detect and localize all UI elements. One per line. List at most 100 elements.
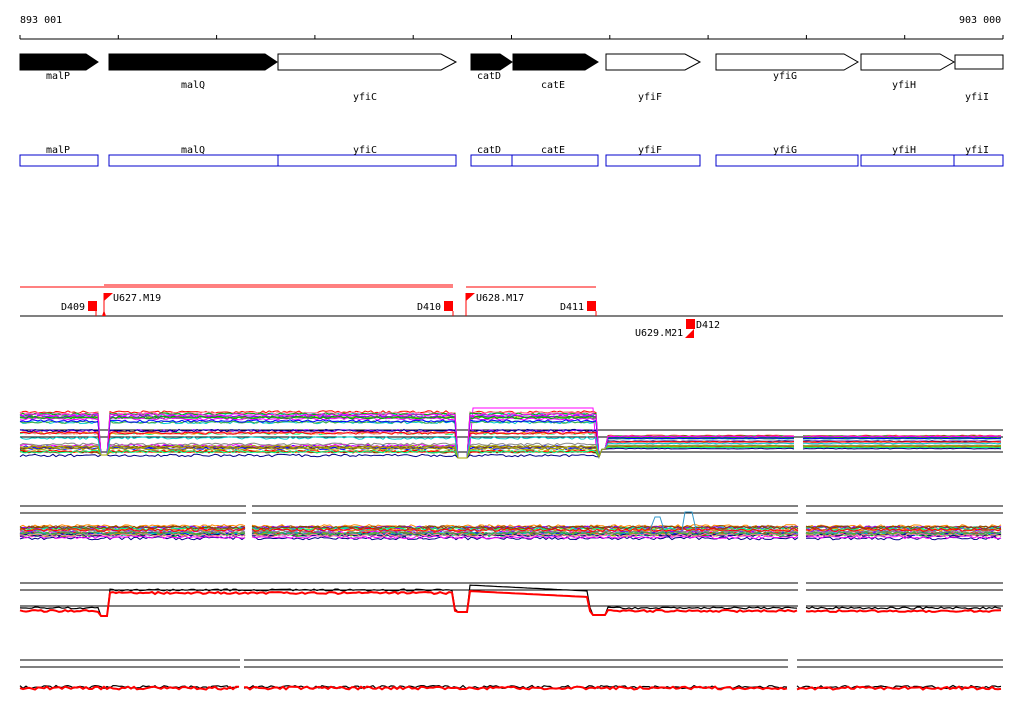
gene-label: malQ xyxy=(181,80,205,91)
gene-arrow-yfiG[interactable]: yfiG xyxy=(715,53,860,82)
expression-line xyxy=(19,415,795,459)
expression-line xyxy=(803,446,1002,449)
gene-box xyxy=(470,154,513,167)
gene-box-label: yfiH xyxy=(892,145,916,156)
gene-box xyxy=(860,154,955,167)
feature-marker xyxy=(88,301,97,311)
expression-peak xyxy=(649,516,665,531)
expression-line xyxy=(805,606,1002,610)
expression-line xyxy=(19,535,246,540)
expression-line xyxy=(19,527,246,532)
expression-line xyxy=(19,431,795,459)
gene-label: yfiG xyxy=(773,71,797,82)
gene-box-catE[interactable]: catE xyxy=(511,145,599,167)
feature-D410[interactable]: D410 xyxy=(417,301,454,316)
start-coordinate: 893 001 xyxy=(20,15,62,26)
gene-arrow-yfiH[interactable]: yfiH xyxy=(860,53,956,91)
feature-track: D409 U627.M19 D410 U628.M17 D41 xyxy=(20,284,1003,339)
gene-box xyxy=(19,154,99,167)
gene-arrow-yfiF[interactable]: yfiF xyxy=(605,53,702,103)
expression-line xyxy=(19,446,795,459)
expression-tracks xyxy=(19,407,1003,691)
expression-line xyxy=(806,535,1002,540)
feature-D411[interactable]: D411 xyxy=(560,301,597,316)
feature-marker xyxy=(444,301,453,311)
gene-arrow-malP[interactable]: malP xyxy=(19,53,99,82)
expression-line xyxy=(19,531,246,536)
gene-arrow-shape xyxy=(605,53,702,71)
feature-marker xyxy=(587,301,596,311)
feature-flag xyxy=(685,329,694,338)
feature-U627.M19[interactable]: U627.M19 xyxy=(102,293,161,316)
gene-box-catD[interactable]: catD xyxy=(470,145,513,167)
gene-label: yfiI xyxy=(965,92,989,103)
expression-line xyxy=(251,527,799,533)
gene-arrow-yfiC[interactable]: yfiC xyxy=(277,53,458,103)
expression-line xyxy=(19,419,795,459)
feature-label: U627.M19 xyxy=(113,293,161,304)
feature-D412[interactable]: D412 xyxy=(686,319,720,331)
feature-label: D412 xyxy=(696,320,720,331)
feature-label: D410 xyxy=(417,302,441,313)
expression-line xyxy=(796,685,1002,691)
gene-label: malP xyxy=(46,71,70,82)
feature-U629.M21[interactable]: U629.M21 xyxy=(635,328,694,339)
gene-label: catE xyxy=(541,80,565,91)
gene-box xyxy=(605,154,701,167)
expression-line xyxy=(19,444,795,459)
expression-line xyxy=(803,442,1002,445)
gene-box-malQ[interactable]: malQ xyxy=(108,145,279,167)
expression-line xyxy=(805,527,1002,532)
gene-label: yfiH xyxy=(892,80,916,91)
gene-box-label: yfiC xyxy=(353,145,377,156)
gene-box-yfiH[interactable]: yfiH xyxy=(860,145,955,167)
feature-label: U628.M17 xyxy=(476,293,524,304)
expression-line xyxy=(805,525,1002,530)
gene-box-malP[interactable]: malP xyxy=(19,145,99,167)
feature-label: D409 xyxy=(61,302,85,313)
feature-label: D411 xyxy=(560,302,584,313)
expression-line xyxy=(802,445,1001,447)
gene-arrow-shape xyxy=(715,53,860,71)
expression-line xyxy=(805,608,1002,614)
expression-line xyxy=(802,437,1002,440)
gene-box-label: yfiF xyxy=(638,145,662,156)
gene-box xyxy=(953,154,1004,167)
gene-box-yfiG[interactable]: yfiG xyxy=(715,145,859,167)
gene-arrow-catE[interactable]: catE xyxy=(512,53,599,91)
gene-label: yfiF xyxy=(638,92,662,103)
gene-label: yfiC xyxy=(353,92,377,103)
gene-box-track: malP malQ yfiC catD catE yfiF xyxy=(19,145,1004,167)
gene-box-yfiC[interactable]: yfiC xyxy=(277,145,457,167)
gene-arrow-shape xyxy=(19,53,99,71)
expression-line xyxy=(19,428,795,459)
expression-line xyxy=(19,590,798,617)
gene-box xyxy=(511,154,599,167)
expression-line xyxy=(244,685,788,691)
feature-U628.M17[interactable]: U628.M17 xyxy=(465,293,524,316)
expression-line xyxy=(19,532,246,537)
expression-line xyxy=(19,584,798,617)
gene-arrow-malQ[interactable]: malQ xyxy=(108,53,278,91)
gene-box-yfiI[interactable]: yfiI xyxy=(953,145,1004,167)
gene-label: catD xyxy=(477,71,501,82)
expression-line xyxy=(802,440,1002,443)
expression-line xyxy=(802,435,1002,438)
expression-line xyxy=(805,531,1002,536)
expression-line xyxy=(251,525,799,530)
gene-arrow-yfiI[interactable]: yfiI xyxy=(954,54,1004,103)
gene-box-label: malQ xyxy=(181,145,205,156)
feature-D409[interactable]: D409 xyxy=(61,301,97,316)
gene-box-label: yfiI xyxy=(965,145,989,156)
gene-box-label: catE xyxy=(541,145,565,156)
feature-marker-tip xyxy=(102,310,106,316)
gene-arrow-catD[interactable]: catD xyxy=(470,53,513,82)
expression-line xyxy=(19,413,794,459)
expression-line xyxy=(19,536,246,541)
gene-arrow-shape xyxy=(470,53,513,71)
gene-box-yfiF[interactable]: yfiF xyxy=(605,145,701,167)
gene-arrow-shape xyxy=(108,53,278,71)
gene-arrow-shape xyxy=(860,53,956,71)
feature-label: U629.M21 xyxy=(635,328,683,339)
